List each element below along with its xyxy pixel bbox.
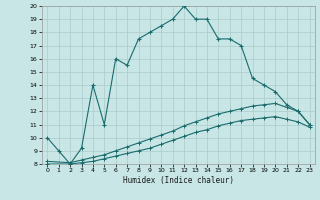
X-axis label: Humidex (Indice chaleur): Humidex (Indice chaleur) — [123, 176, 234, 185]
